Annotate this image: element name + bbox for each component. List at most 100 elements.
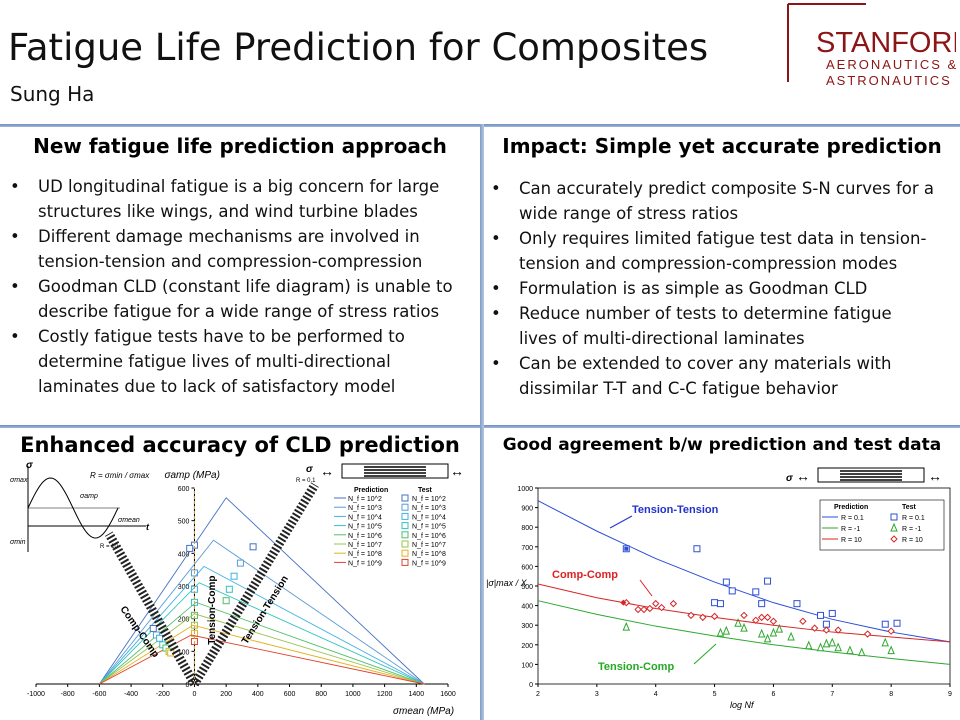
annotation-tension-comp: Tension-Comp (598, 661, 674, 673)
left-section-title: New fatigue life prediction approach (33, 134, 447, 158)
test-point (646, 604, 654, 613)
test-point (822, 620, 830, 628)
annotation-arrow (609, 515, 633, 529)
test-point (693, 545, 701, 553)
left-bullet-2: Different damage mechanisms are involved… (6, 224, 476, 274)
y-axis-label: σamp (MPa) (164, 470, 219, 481)
page-title: Fatigue Life Prediction for Composites (8, 26, 709, 69)
test-point (752, 616, 760, 625)
divider-vertical (480, 124, 484, 720)
test-point (640, 605, 648, 614)
y-tick-label: 500 (521, 584, 533, 591)
x-tick-label: 400 (252, 691, 264, 698)
annotation-tension-tension: Tension-Tension (632, 504, 719, 516)
x-axis-label: log Nf (730, 700, 755, 710)
legend-test-label: N_f = 10^7 (412, 542, 446, 549)
x-tick-label: 2 (536, 691, 540, 698)
prediction-line (99, 601, 425, 685)
x-tick-label: 9 (948, 691, 952, 698)
logo-line3: ASTRONAUTICS (826, 73, 952, 88)
test-point (757, 613, 766, 622)
test-point (699, 613, 707, 622)
inset-sigma: σ (26, 460, 33, 471)
test-point (769, 617, 778, 625)
x-tick-label: -600 (92, 691, 106, 698)
right-bullet-4: Reduce number of tests to determine fati… (487, 301, 957, 351)
legend-marker (401, 512, 409, 520)
y-tick-label: 300 (178, 584, 190, 591)
test-point (822, 626, 831, 634)
prediction-line (99, 624, 425, 685)
y-tick-label: 800 (521, 525, 533, 532)
test-point (758, 600, 766, 608)
y-tick-label: 100 (521, 662, 533, 669)
y-tick-label: 600 (178, 486, 190, 493)
x-tick-label: 1400 (409, 691, 425, 698)
left-bullet-list: UD longitudinal fatigue is a big concern… (6, 174, 476, 399)
x-tick-label: 0 (193, 691, 197, 698)
test-point (622, 621, 631, 631)
test-point (769, 627, 778, 637)
test-point (757, 628, 766, 638)
inset-r-pos: R = 0.1 (296, 478, 316, 484)
test-point (225, 585, 233, 593)
y-tick-label: 200 (521, 643, 533, 650)
arrow-right-icon: ↔ (928, 468, 942, 484)
legend-test-header: Test (902, 504, 917, 511)
y-tick-label: 100 (178, 649, 190, 656)
test-point (763, 613, 772, 622)
y-tick-label: 200 (178, 617, 190, 624)
test-point (752, 588, 760, 596)
right-chart-title: Good agreement b/w prediction and test d… (502, 435, 942, 455)
cld-chart: -1000 -800 -600 -400 -200 0 200 400 600 800 1000 12… (10, 460, 464, 717)
annotation-arrow (639, 579, 653, 597)
legend-marker (401, 503, 409, 511)
legend-marker (890, 522, 898, 532)
x-tick-label: 3 (595, 691, 599, 698)
legend-pred-label: N_f = 10^5 (348, 524, 382, 531)
test-point (728, 587, 736, 595)
inset-sigma-mean: σmean (118, 517, 140, 524)
prediction-line (99, 634, 425, 685)
legend-marker (890, 535, 898, 543)
y-tick-label: 300 (521, 623, 533, 630)
prediction-line (99, 565, 425, 685)
prediction-curve (537, 500, 951, 643)
y-tick-label: 400 (178, 551, 190, 558)
legend-test-label: N_f = 10^5 (412, 524, 446, 531)
sn-chart: 2 3 4 5 6 7 8 9 0 100 200 300 400 500 600 700 800 900 1000… (486, 467, 952, 710)
x-tick-label: -1000 (27, 691, 45, 698)
test-point (834, 626, 842, 634)
inset-t: t (146, 522, 150, 532)
legend-test-label: N_f = 10^8 (412, 551, 446, 558)
ray-comp-comp (104, 531, 199, 687)
y-axis-label: |σ|max / X (486, 578, 528, 588)
logo-stanford-text: STANFORD (816, 27, 956, 59)
inset-r-neg: R = 10 (100, 544, 119, 550)
test-point (817, 611, 825, 619)
right-bullet-5: Can be extended to cover any materials w… (487, 351, 957, 401)
x-tick-label: 200 (220, 691, 232, 698)
test-point (787, 631, 795, 641)
x-tick-label: 800 (315, 691, 327, 698)
x-tick-label: -800 (61, 691, 75, 698)
y-tick-label: 0 (529, 682, 533, 689)
left-bullet-1: UD longitudinal fatigue is a big concern… (6, 174, 476, 224)
logo-line2: AERONAUTICS & (826, 57, 956, 72)
cc-test-point (149, 624, 157, 632)
legend-pred-label: N_f = 10^3 (348, 505, 382, 512)
legend-test-label: R = 0.1 (902, 515, 925, 522)
prediction-line (99, 539, 425, 685)
test-point (763, 633, 772, 643)
legend-marker (401, 549, 409, 557)
test-point (816, 642, 825, 652)
logo-bracket (787, 3, 866, 82)
x-tick-label: 8 (889, 691, 893, 698)
test-point (828, 637, 837, 647)
test-point (764, 577, 772, 585)
annotation-comp-comp: Comp-Comp (552, 569, 618, 581)
inset-diagram: σ σmax σamp σmean σmin t R = σmin / σmax R = 10… (10, 460, 464, 567)
legend-marker (401, 558, 409, 566)
test-point (834, 642, 842, 652)
legend-pred-header: Prediction (354, 487, 388, 494)
